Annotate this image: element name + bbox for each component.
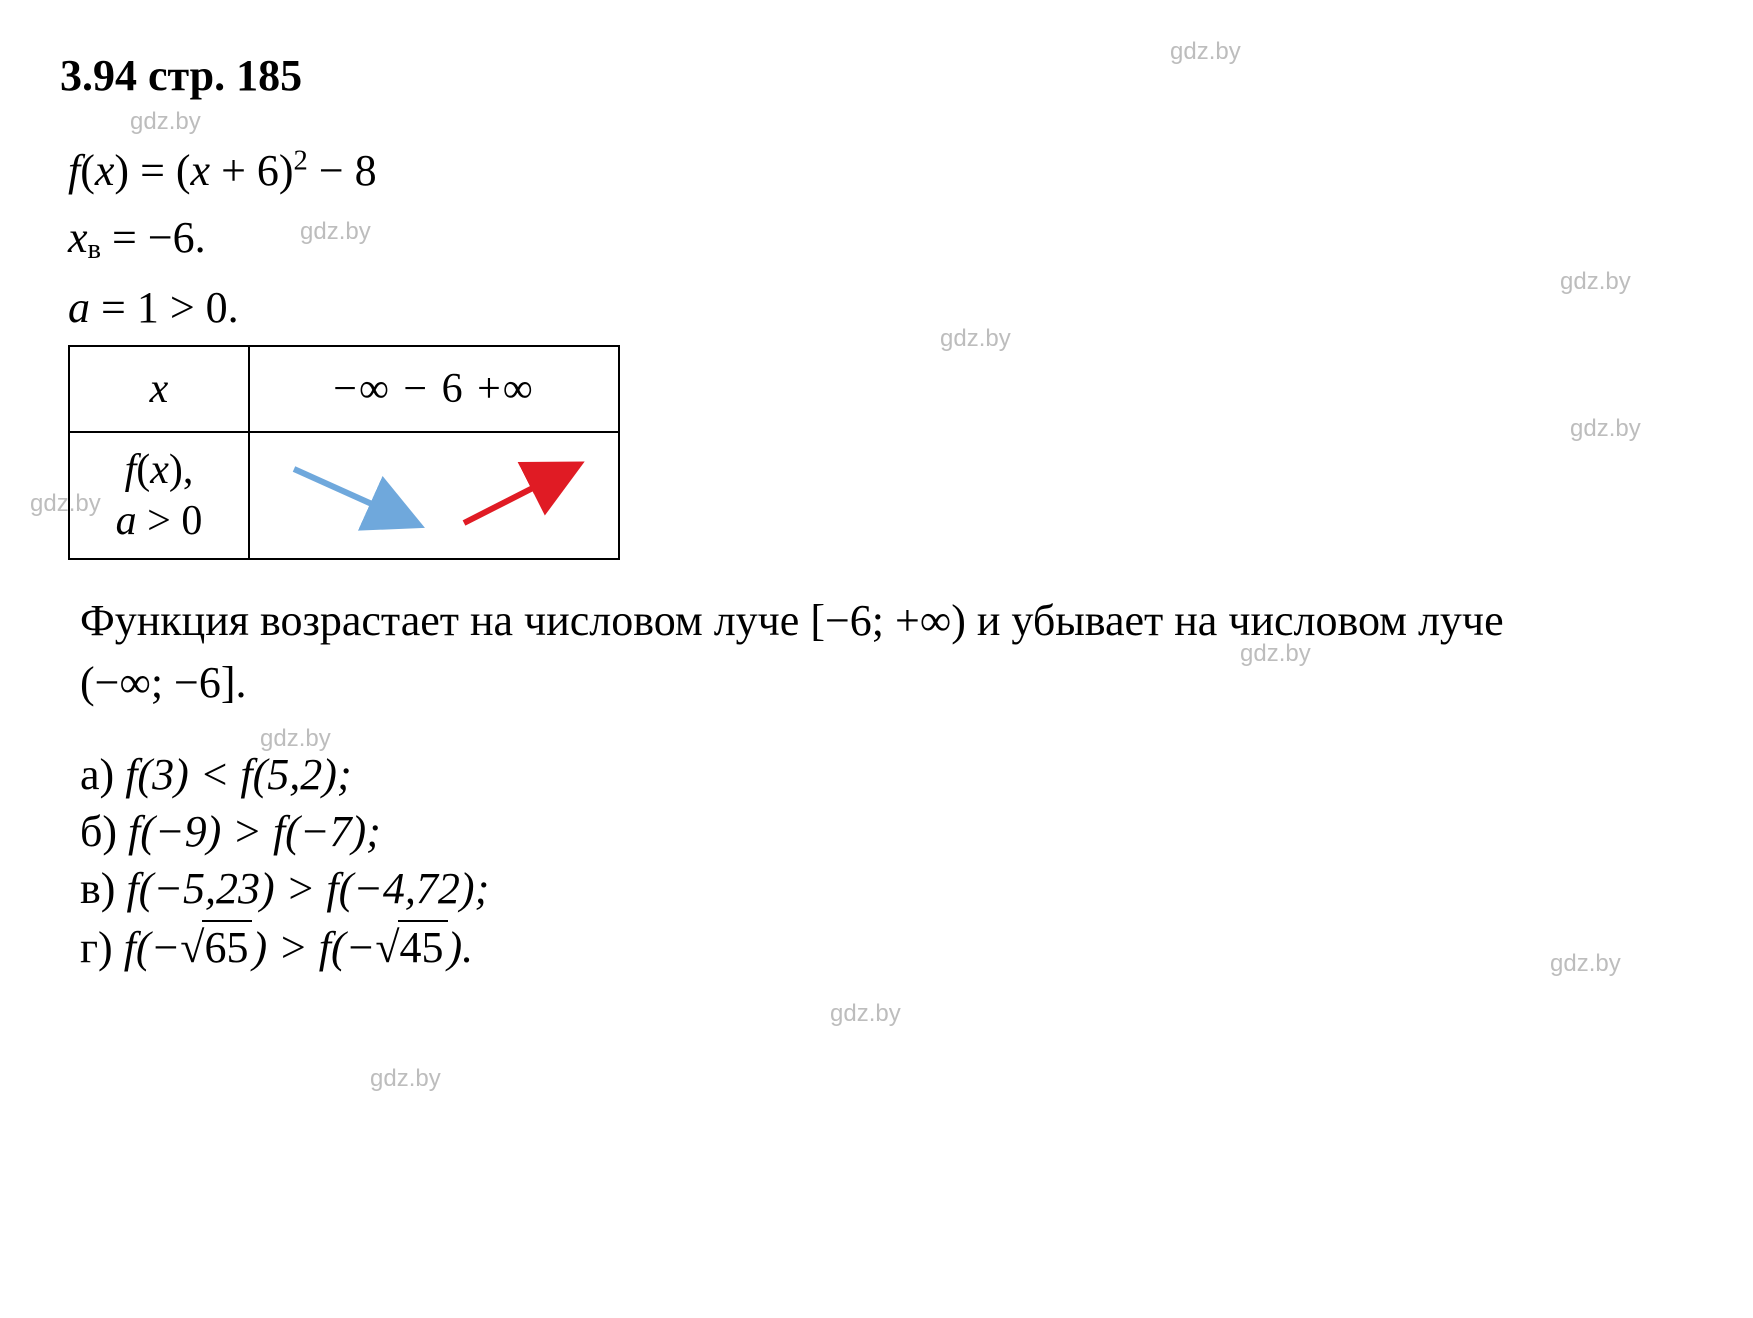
watermark: gdz.by (130, 108, 201, 136)
item-body-b: f(−9) > f(−7); (128, 807, 381, 856)
var-x2: x (191, 146, 211, 195)
var-x: x (68, 213, 88, 262)
exponent-2: 2 (294, 145, 308, 176)
item-body-a: f(3) < f(5,2); (125, 750, 351, 799)
increasing-arrow (464, 467, 574, 523)
list-item: в) f(−5,23) > f(−4,72); (80, 863, 1693, 914)
watermark: gdz.by (370, 1065, 441, 1093)
list-item: г) f(−√65) > f(−√45). (80, 920, 1693, 973)
item-body-v: f(−5,23) > f(−4,72); (126, 864, 489, 913)
var-a: a (68, 283, 90, 332)
row-values-x: −∞ − 6 +∞ (249, 346, 619, 432)
interval-decrease: (−∞; −6] (80, 658, 236, 707)
text-part2: и убывает на числовом луче (966, 596, 1504, 645)
sign-table: x −∞ − 6 +∞ f(x), a > 0 (68, 345, 620, 560)
arrows-svg (254, 451, 614, 541)
eq-open: = ( (129, 146, 190, 195)
list-item: б) f(−9) > f(−7); (80, 806, 1693, 857)
monotonicity-text: Функция возрастает на числовом луче [−6;… (80, 590, 1580, 713)
sqrt-45: √45 (375, 920, 447, 973)
decreasing-arrow (294, 469, 414, 523)
item-label-g: г) (80, 923, 124, 972)
watermark: gdz.by (830, 1000, 901, 1028)
text-period: . (236, 658, 247, 707)
g-post: ). (448, 923, 474, 972)
paren-open: ( (136, 447, 150, 493)
g-pre: f(− (124, 923, 181, 972)
text-part1: Функция возрастает на числовом луче (80, 596, 810, 645)
interval-increase: [−6; +∞) (810, 596, 966, 645)
table-row: x −∞ − 6 +∞ (69, 346, 619, 432)
plus6: + 6) (210, 146, 293, 195)
radicand-65: 65 (202, 920, 252, 973)
var-a: a (116, 498, 137, 544)
item-label-b: б) (80, 807, 128, 856)
vertex-x: xв = −6. (68, 208, 1693, 270)
sqrt-65: √65 (180, 920, 252, 973)
paren-close: ) (114, 146, 129, 195)
row-label-x: x (69, 346, 249, 432)
var-x: x (150, 447, 169, 493)
watermark: gdz.by (1570, 415, 1641, 443)
item-label-a: а) (80, 750, 125, 799)
subscript-v: в (88, 234, 102, 265)
var-x: x (95, 146, 115, 195)
a-gt-0: > 0 (137, 498, 203, 544)
monotonicity-arrows (249, 432, 619, 559)
minus8: − 8 (308, 146, 377, 195)
answers-list: а) f(3) < f(5,2); б) f(−9) > f(−7); в) f… (80, 749, 1693, 973)
row-label-fx: f(x), a > 0 (69, 432, 249, 559)
a-equals: = 1 > 0. (90, 283, 239, 332)
list-item: а) f(3) < f(5,2); (80, 749, 1693, 800)
page: gdz.by gdz.by gdz.by gdz.by gdz.by gdz.b… (0, 0, 1753, 1318)
paren-open: ( (80, 146, 95, 195)
g-mid: ) > f(− (252, 923, 375, 972)
item-label-v: в) (80, 864, 126, 913)
eq-neg6: = −6. (101, 213, 206, 262)
coeff-a: a = 1 > 0. (68, 278, 1693, 337)
paren-close-comma: ), (169, 447, 194, 493)
table-row: f(x), a > 0 (69, 432, 619, 559)
radicand-45: 45 (398, 920, 448, 973)
var-f: f (68, 146, 80, 195)
var-f: f (125, 447, 137, 493)
equation-function: f(x) = (x + 6)2 − 8 (68, 141, 1693, 200)
page-title: 3.94 стр. 185 (60, 50, 1693, 101)
